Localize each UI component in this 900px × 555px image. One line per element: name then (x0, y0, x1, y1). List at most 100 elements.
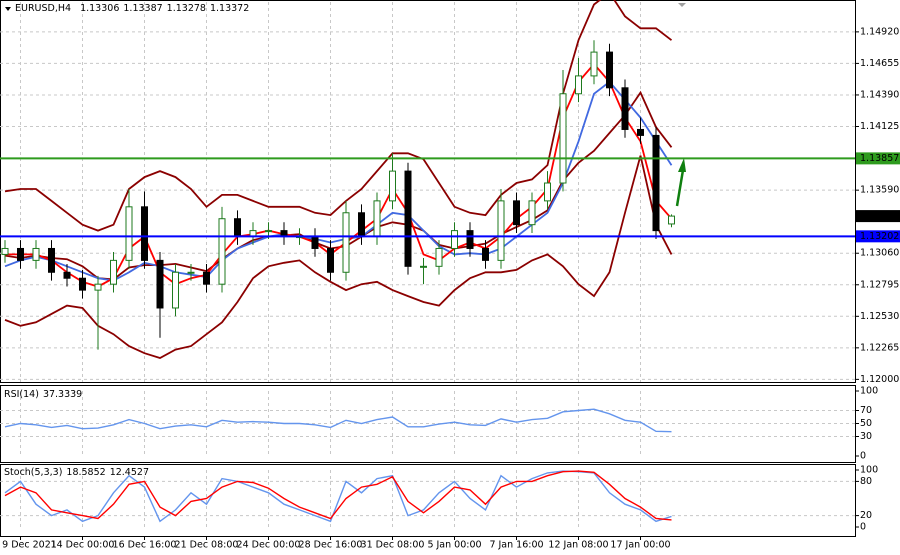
candle-body (218, 218, 226, 285)
candle-body (373, 200, 381, 238)
y-tick-label: 1.13060 (860, 248, 899, 259)
candle-body (94, 283, 102, 291)
candle-body (544, 182, 551, 202)
candle-body (110, 259, 117, 285)
x-tick-label: 5 Jan 00:00 (427, 540, 481, 551)
candle-body (590, 51, 598, 77)
x-tick-label: 17 Jan 00:00 (610, 540, 670, 551)
y-tick-label: 30 (860, 431, 872, 442)
candle-body (513, 200, 520, 226)
chart-header: EURUSD,H4 1.13306 1.13387 1.13278 1.13372 (15, 3, 249, 14)
indicator-value: 18.5852 (66, 467, 105, 478)
level-price-label: 1.13857 (860, 153, 899, 164)
y-tick-label: 1.12000 (860, 374, 899, 385)
candle-body (482, 247, 489, 261)
indicator-name: Stoch(5,3,3) (4, 467, 62, 478)
candle-body (342, 212, 350, 273)
candle-body (528, 200, 536, 226)
candle-body (559, 93, 567, 184)
symbol: EURUSD,H4 (15, 3, 71, 14)
main-panel (0, 0, 856, 383)
candle-body (606, 51, 613, 89)
y-tick-label: 1.12795 (860, 279, 899, 290)
menu-triangle[interactable] (5, 7, 11, 11)
current-price-label: 1.13372 (860, 211, 899, 222)
candle-body (265, 230, 272, 233)
candle-body (156, 259, 164, 309)
y-tick-label: 1.12265 (860, 342, 899, 353)
indicator-line (4, 155, 673, 359)
y-tick-label: 20 (860, 510, 872, 521)
candle-body (435, 247, 443, 267)
ohlc-value: 1.13387 (123, 3, 162, 14)
candle-body (327, 247, 334, 273)
y-tick-label: 1.13590 (860, 185, 899, 196)
indicator-name: RSI(14) (4, 389, 39, 400)
level-price-box (856, 152, 900, 165)
candle-body (420, 265, 427, 268)
x-tick-label: 28 Dec 16:00 (299, 540, 363, 551)
candle-body (234, 218, 241, 238)
candle-body (451, 230, 458, 249)
candle-body (358, 212, 365, 238)
stoch-panel (0, 464, 856, 537)
y-tick-label: 50 (860, 418, 872, 429)
candle-body (575, 75, 582, 95)
y-tick-label: 1.12530 (860, 311, 899, 322)
candle-body (203, 271, 210, 285)
x-tick-label: 12 Jan 08:00 (548, 540, 608, 551)
shift-marker (678, 3, 686, 7)
current-price-box (856, 210, 900, 223)
candle-body (404, 170, 412, 267)
ohlc-value: 1.13278 (167, 3, 206, 14)
candle-body (32, 247, 40, 261)
ohlc-value: 1.13306 (80, 3, 119, 14)
y-tick-label: 1.14390 (860, 89, 899, 100)
candle-body (652, 134, 660, 232)
x-tick-label: 21 Dec 08:00 (175, 540, 239, 551)
candle-body (172, 271, 179, 309)
x-tick-label: 14 Dec 00:00 (51, 540, 115, 551)
x-tick-label: 9 Dec 2021 (2, 540, 57, 551)
y-tick-label: 100 (860, 386, 878, 397)
x-tick-label: 7 Jan 16:00 (489, 540, 543, 551)
candle-body (79, 277, 86, 291)
candle-body (187, 271, 195, 274)
x-tick-label: 16 Dec 16:00 (113, 540, 177, 551)
candle-body (389, 170, 396, 202)
level-price-label: 1.13202 (860, 231, 899, 242)
y-tick-label: 1.14655 (860, 58, 899, 69)
level-price-box (856, 230, 900, 243)
y-tick-label: 1.14920 (860, 26, 899, 37)
candle-body (497, 200, 505, 261)
candle-body (125, 206, 133, 261)
candle-body (48, 247, 55, 273)
y-tick-label: 100 (860, 465, 878, 476)
indicator-line (4, 470, 672, 523)
y-tick-label: 80 (860, 476, 872, 487)
candle-body (637, 128, 644, 136)
candle-body (311, 236, 319, 249)
green-arrow (675, 158, 686, 207)
y-tick-label: 1.14125 (860, 121, 899, 132)
candle-body (668, 215, 675, 225)
indicator-value: 37.3339 (43, 389, 82, 400)
indicator-value: 12.4527 (110, 467, 149, 478)
candle-body (63, 271, 71, 279)
y-tick-label: 0 (860, 522, 866, 533)
x-tick-label: 31 Dec 08:00 (361, 540, 425, 551)
candle-body (466, 230, 474, 249)
candle-body (1, 247, 9, 255)
x-tick-label: 24 Dec 00:00 (237, 540, 301, 551)
indicator-header: Stoch(5,3,3) 18.5852 12.4527 (4, 467, 149, 478)
ohlc-value: 1.13372 (210, 3, 249, 14)
candle-body (17, 247, 24, 261)
indicator-line (4, 470, 672, 521)
indicator-header: RSI(14) 37.3339 (4, 389, 82, 400)
y-tick-label: 70 (860, 405, 872, 416)
candle-body (141, 206, 148, 261)
candle-body (621, 87, 629, 130)
indicator-line (4, 408, 672, 433)
